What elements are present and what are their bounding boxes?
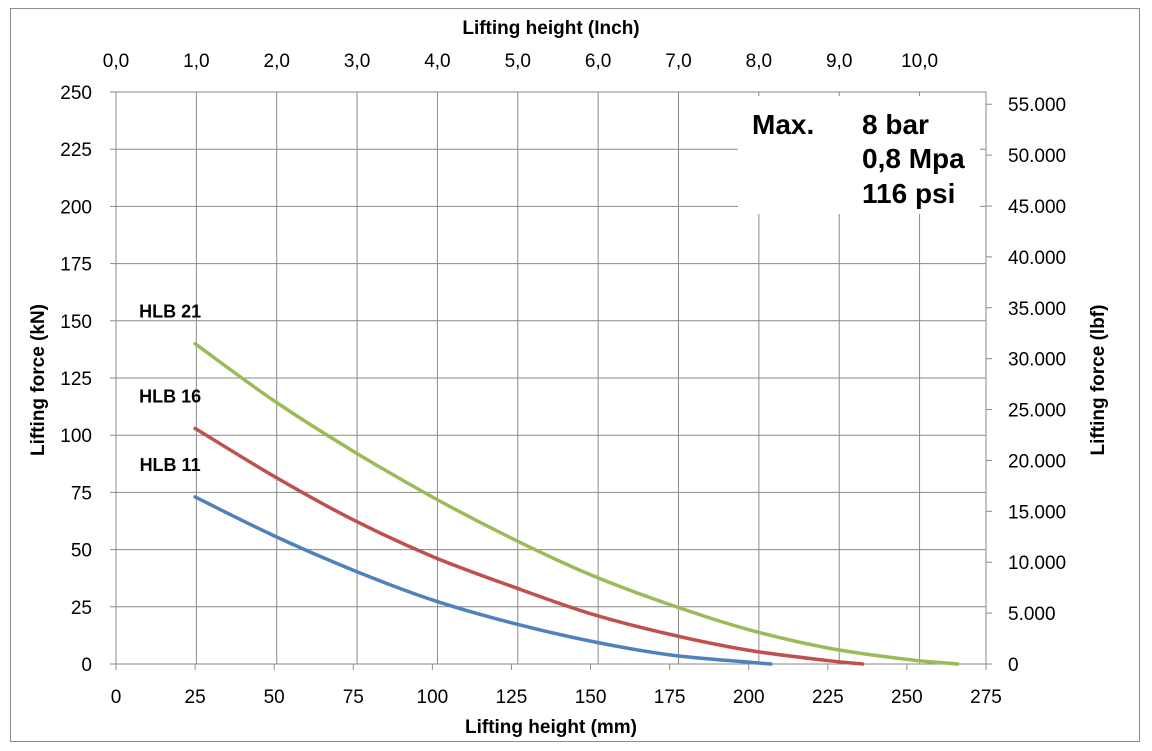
right-tick-label: 0 [1008,655,1019,676]
top-tick-label: 4,0 [424,51,450,72]
series-label-hlb-21: HLB 21 [139,302,201,322]
tick-labels: 0,0 1,0 2,0 3,0 4,0 5,0 6,0 7,0 8,0 9,0 10,0 0 25 50 7… [60,51,1066,708]
right-tick-label: 45.000 [1008,197,1066,218]
series-lines [193,341,960,666]
left-tick-label: 100 [60,426,92,447]
top-tick-label: 0,0 [103,51,129,72]
right-tick-label: 20.000 [1008,451,1066,472]
spec-box [738,96,980,214]
bottom-axis-title: Lifting height (mm) [465,717,637,738]
left-tick-label: 250 [60,83,92,104]
bottom-tick-label: 50 [264,687,285,708]
bottom-tick-label: 100 [417,687,449,708]
spec-max-label: Max. [752,109,814,140]
top-tick-label: 10,0 [901,51,938,72]
bottom-tick-label: 200 [733,687,765,708]
top-axis-title: Lifting height (Inch) [462,18,639,39]
bottom-tick-label: 0 [111,687,122,708]
left-tick-label: 200 [60,197,92,218]
right-tick-label: 10.000 [1008,553,1066,574]
spec-line-bar: 8 bar [862,109,929,140]
left-tick-label: 175 [60,255,92,276]
left-tick-label: 225 [60,140,92,161]
spec-line-mpa: 0,8 Mpa [862,143,965,174]
spec-line-psi: 116 psi [862,178,955,209]
left-axis-title: Lifting force (kN) [28,304,49,456]
series-line-hlb-16 [193,426,865,666]
left-tick-label: 25 [71,598,92,619]
right-tick-label: 25.000 [1008,401,1066,422]
series-label-hlb-11: HLB 11 [140,455,201,475]
bottom-tick-label: 275 [970,687,1002,708]
left-tick-label: 150 [60,312,92,333]
left-tick-label: 75 [71,483,92,504]
top-tick-label: 8,0 [746,51,772,72]
right-tick-label: 55.000 [1008,95,1066,116]
right-tick-label: 5.000 [1008,604,1056,625]
right-tick-label: 15.000 [1008,502,1066,523]
top-tick-label: 7,0 [665,51,691,72]
right-tick-label: 30.000 [1008,350,1066,371]
plot-area [115,91,987,665]
series-line-hlb-21 [193,341,960,666]
bottom-tick-label: 250 [891,687,923,708]
bottom-tick-label: 25 [185,687,206,708]
bottom-tick-label: 225 [812,687,844,708]
right-axis-title: Lifting force (lbf) [1088,305,1109,456]
top-tick-label: 6,0 [585,51,611,72]
top-tick-label: 2,0 [264,51,290,72]
series-label-hlb-16: HLB 16 [139,386,201,406]
left-tick-label: 125 [60,369,92,390]
bottom-tick-label: 75 [343,687,364,708]
bottom-tick-label: 175 [654,687,686,708]
bottom-tick-label: 125 [496,687,528,708]
top-tick-label: 9,0 [826,51,852,72]
left-tick-label: 50 [71,541,92,562]
top-tick-label: 5,0 [505,51,531,72]
right-tick-label: 50.000 [1008,146,1066,167]
top-tick-label: 3,0 [344,51,370,72]
top-tick-label: 1,0 [183,51,209,72]
right-tick-label: 40.000 [1008,248,1066,269]
bottom-tick-label: 150 [575,687,607,708]
series-line-hlb-11 [193,495,773,666]
left-tick-label: 0 [81,655,92,676]
series-labels: HLB 21 HLB 16 HLB 11 [139,302,201,475]
right-tick-label: 35.000 [1008,299,1066,320]
